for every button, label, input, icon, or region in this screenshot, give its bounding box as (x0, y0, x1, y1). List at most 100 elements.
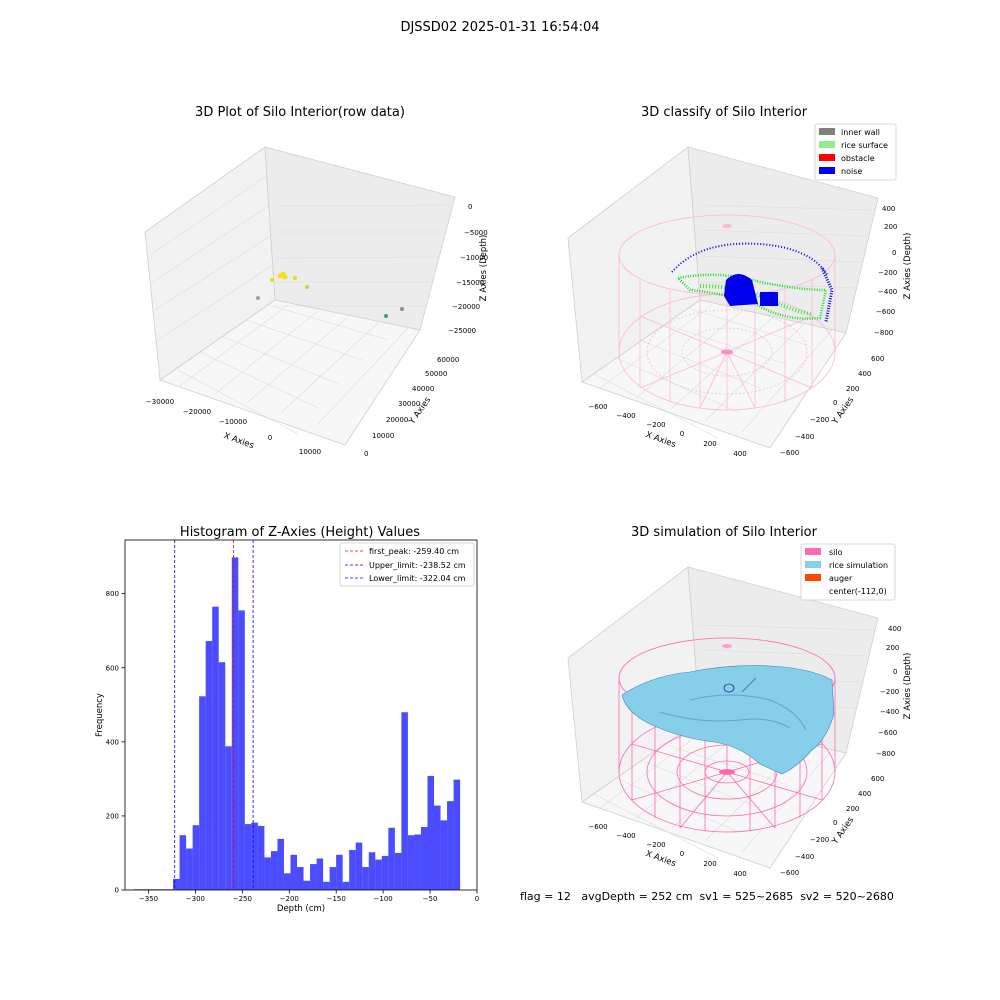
classify-ytick: −200 (810, 416, 829, 424)
simulation-ytick: 0 (833, 819, 837, 827)
raw-ztick: −25000 (448, 327, 476, 335)
raw-gridlines (149, 174, 451, 435)
classify-top-mark (722, 224, 732, 228)
histogram-bar (375, 859, 382, 890)
raw-ytick: 40000 (412, 385, 434, 393)
raw-xtick: 0 (268, 434, 272, 442)
legend-swatch-rice-surface (819, 141, 835, 148)
raw-ytick: 60000 (437, 356, 459, 364)
legend-swatch-auger (805, 574, 821, 581)
raw-xtick: −30000 (146, 398, 174, 406)
histogram-bars (133, 557, 461, 890)
classify-ztick: −200 (878, 269, 897, 277)
histogram-bar (447, 801, 454, 890)
histogram-bar (316, 858, 324, 890)
classify-zlabel: Z Axies (Depth) (903, 233, 913, 300)
auger-mark (723, 683, 735, 693)
histogram-bar (283, 873, 291, 890)
simulation-xlabel: X Axies (644, 849, 677, 869)
classify-ztick: 400 (882, 205, 895, 213)
simulation-rice-surface (621, 644, 835, 775)
raw-point (270, 278, 274, 282)
simulation-title: 3D simulation of Silo Interior (631, 525, 818, 540)
classify-ztick: 0 (892, 249, 896, 257)
legend-label-center: center(-112,0) (829, 587, 887, 596)
panel-simulation-3d: 3D simulation of Silo Interior (567, 525, 913, 878)
legend-swatch-inner-wall (819, 128, 835, 135)
histogram-bar (362, 867, 369, 890)
histogram-yticks: 0 200 400 600 800 (106, 590, 125, 895)
histogram-xtick-label: 0 (475, 895, 479, 903)
histogram-bar (297, 867, 304, 890)
simulation-ztick: 200 (886, 644, 899, 652)
simulation-xtick: 400 (733, 870, 746, 878)
classify-ytick: 200 (846, 385, 859, 393)
simulation-ztick: −600 (878, 729, 897, 737)
raw-ztick: −5000 (464, 229, 488, 237)
simulation-ztick: 0 (893, 668, 897, 676)
classify-ztick: −800 (874, 329, 893, 337)
histogram-ylabel: Frequency (95, 693, 105, 737)
simulation-ztick: 400 (888, 625, 901, 633)
histogram-bar (349, 850, 356, 890)
simulation-zlabel: Z Axies (Depth) (903, 653, 913, 720)
histogram-xtick-label: −350 (139, 895, 158, 903)
classify-noise-wall (820, 267, 834, 323)
histogram-bar (401, 712, 408, 890)
classify-xtick: −400 (616, 412, 635, 420)
histogram-bar (388, 827, 395, 890)
raw-point (256, 296, 260, 300)
raw-ztick: −10000 (460, 254, 488, 262)
histogram-bar (368, 852, 376, 890)
figure-suptitle: DJSSD02 2025-01-31 16:54:04 (400, 20, 599, 35)
simulation-xtick: −200 (646, 841, 665, 849)
raw-zticks: 0 −5000 −10000 −15000 −20000 −25000 (448, 203, 488, 335)
legend-label-inner-wall: inner wall (841, 128, 880, 137)
classify-xticks: −600 −400 −200 0 200 400 (588, 403, 746, 458)
simulation-xtick: 200 (703, 860, 716, 868)
rice-simulation-shade (659, 711, 791, 729)
histogram-ytick-label: 600 (106, 664, 119, 672)
simulation-center-mark (719, 769, 735, 775)
simulation-ztick: −200 (880, 688, 899, 696)
panel-raw-3d: 3D Plot of Silo Interior(row data) (144, 105, 489, 458)
histogram-ytick-label: 0 (115, 887, 119, 895)
histogram-bar (199, 696, 206, 890)
simulation-ytick: −200 (810, 836, 829, 844)
histogram-bar (225, 746, 232, 890)
classify-xtick: −600 (588, 403, 607, 411)
classify-point-clouds (671, 224, 834, 355)
simulation-top-mark (722, 644, 732, 648)
classify-rice-inner (699, 284, 813, 316)
classify-ztick: 200 (884, 223, 897, 231)
raw-zlabel: Z Axies (Depth) (479, 235, 489, 302)
classify-axes-box (567, 146, 879, 449)
legend-label-upper-limit: Upper_limit: -238.52 cm (369, 561, 466, 570)
raw-axes-box (144, 146, 456, 446)
histogram-bar (270, 851, 278, 890)
histogram-bar (453, 779, 461, 890)
histogram-bar (192, 825, 200, 890)
simulation-xtick: −600 (588, 823, 607, 831)
histogram-bar (336, 854, 343, 890)
histogram-bar (427, 775, 435, 890)
histogram-xtick-label: −300 (186, 895, 205, 903)
legend-swatch-silo (805, 548, 821, 555)
histogram-bar (440, 820, 448, 890)
simulation-ztick: −400 (880, 708, 899, 716)
raw-point (293, 276, 297, 280)
raw-ztick: −15000 (456, 279, 484, 287)
histogram-bar (290, 854, 298, 890)
simulation-ytick: 400 (858, 790, 871, 798)
classify-ztick: −400 (878, 288, 897, 296)
histogram-bar (434, 805, 441, 890)
panel-histogram: Histogram of Z-Axies (Height) Values −35… (95, 525, 479, 914)
histogram-bar (342, 881, 350, 890)
classify-title: 3D classify of Silo Interior (641, 105, 808, 120)
raw-yticks: 0 10000 20000 30000 40000 50000 60000 (364, 356, 459, 458)
raw-ytick: 10000 (372, 432, 394, 440)
simulation-ytick: 200 (846, 805, 859, 813)
raw-point (305, 285, 309, 289)
simulation-xtick: −400 (616, 832, 635, 840)
